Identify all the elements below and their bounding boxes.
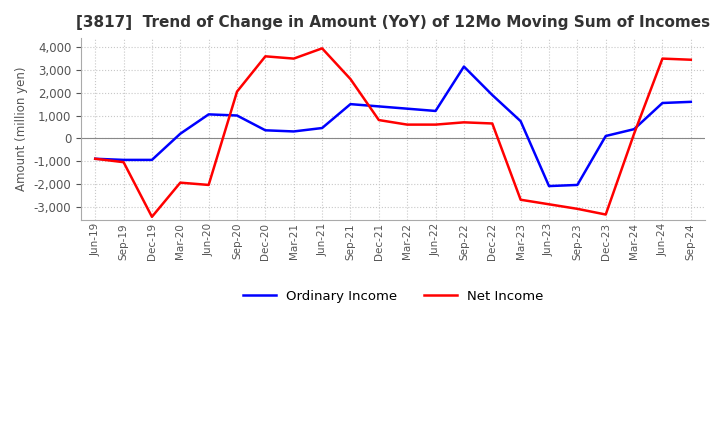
Net Income (686, 57, 695, 62)
Ordinary Income (176, 131, 184, 136)
Ordinary Income (686, 99, 695, 104)
Net Income (488, 121, 497, 126)
Net Income (204, 182, 213, 187)
Ordinary Income (403, 106, 412, 111)
Ordinary Income (233, 113, 241, 118)
Ordinary Income (488, 92, 497, 98)
Legend: Ordinary Income, Net Income: Ordinary Income, Net Income (238, 285, 549, 308)
Net Income (573, 206, 582, 212)
Net Income (431, 122, 440, 127)
Net Income (176, 180, 184, 185)
Net Income (601, 212, 610, 217)
Net Income (346, 77, 355, 82)
Ordinary Income (120, 157, 128, 162)
Y-axis label: Amount (million yen): Amount (million yen) (15, 67, 28, 191)
Ordinary Income (601, 133, 610, 139)
Net Income (120, 160, 128, 165)
Ordinary Income (374, 104, 383, 109)
Net Income (148, 214, 156, 220)
Ordinary Income (630, 127, 639, 132)
Net Income (261, 54, 270, 59)
Net Income (459, 120, 468, 125)
Net Income (91, 156, 99, 161)
Net Income (289, 56, 298, 61)
Net Income (630, 131, 639, 136)
Net Income (318, 46, 326, 51)
Net Income (658, 56, 667, 61)
Ordinary Income (204, 112, 213, 117)
Ordinary Income (91, 156, 99, 161)
Ordinary Income (289, 129, 298, 134)
Net Income (374, 117, 383, 123)
Ordinary Income (431, 108, 440, 114)
Net Income (233, 89, 241, 94)
Net Income (516, 197, 525, 202)
Ordinary Income (573, 182, 582, 187)
Ordinary Income (261, 128, 270, 133)
Title: [3817]  Trend of Change in Amount (YoY) of 12Mo Moving Sum of Incomes: [3817] Trend of Change in Amount (YoY) o… (76, 15, 710, 30)
Ordinary Income (459, 64, 468, 69)
Ordinary Income (346, 102, 355, 107)
Net Income (545, 202, 554, 207)
Line: Net Income: Net Income (95, 48, 690, 217)
Line: Ordinary Income: Ordinary Income (95, 66, 690, 186)
Ordinary Income (658, 100, 667, 106)
Ordinary Income (545, 183, 554, 189)
Net Income (403, 122, 412, 127)
Ordinary Income (148, 157, 156, 162)
Ordinary Income (516, 118, 525, 124)
Ordinary Income (318, 125, 326, 131)
